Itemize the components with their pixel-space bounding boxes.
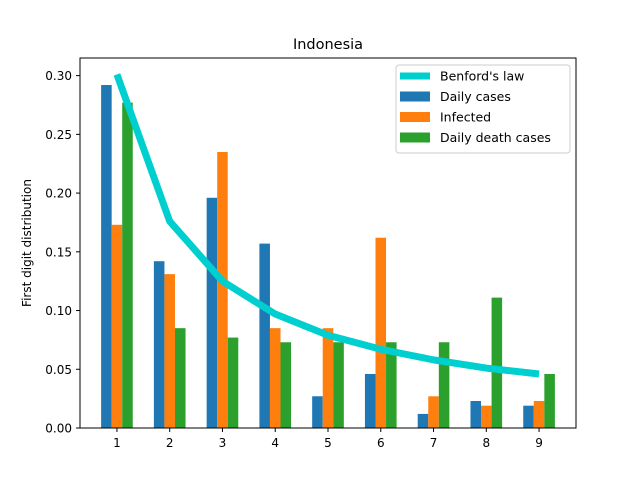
legend-label-infected: Infected — [440, 110, 491, 125]
y-tick-label-6: 0.30 — [45, 69, 72, 83]
bar-daily-cases-5 — [312, 396, 323, 428]
bar-daily-cases-3 — [206, 197, 218, 428]
legend-label-daily-death-cases: Daily death cases — [440, 130, 551, 145]
bar-daily-death-cases-9 — [544, 373, 555, 428]
bar-infected-8 — [481, 405, 492, 428]
x-tick-label-4: 4 — [271, 436, 279, 450]
chart-title: Indonesia — [293, 37, 363, 53]
bar-daily-cases-8 — [470, 400, 482, 428]
x-tick-label-7: 7 — [430, 436, 438, 450]
y-tick-label-0: 0.00 — [45, 422, 72, 436]
y-tick-label-1: 0.05 — [45, 363, 72, 377]
bar-daily-death-cases-6 — [386, 342, 397, 428]
y-tick-label-4: 0.20 — [45, 187, 72, 201]
legend-frame — [395, 64, 571, 154]
bar-infected-7 — [428, 396, 439, 428]
bar-daily-death-cases-8 — [491, 297, 503, 428]
x-tick-label-6: 6 — [377, 436, 385, 450]
bar-infected-2 — [164, 274, 175, 428]
y-tick-label-2: 0.10 — [45, 304, 72, 318]
bar-daily-cases-6 — [364, 373, 376, 428]
bar-infected-6 — [375, 237, 387, 428]
bar-daily-death-cases-5 — [333, 342, 344, 428]
legend-swatch-daily-cases — [400, 91, 430, 102]
y-tick-label-5: 0.25 — [45, 128, 72, 142]
bar-infected-9 — [533, 400, 545, 428]
bar-daily-death-cases-3 — [227, 337, 239, 428]
x-tick-label-8: 8 — [482, 436, 490, 450]
bar-daily-death-cases-7 — [438, 342, 450, 428]
bar-daily-death-cases-2 — [174, 328, 186, 428]
x-tick-label-5: 5 — [324, 436, 332, 450]
axes-layer: 1 2 3 4 5 6 7 8 9 0.00 0.05 0.10 0.15 0.20 0.25 0.30 — [45, 69, 543, 450]
legend-label-benford-s-law: Benford's law — [440, 69, 524, 84]
bar-infected-3 — [217, 151, 228, 428]
bar-daily-cases-9 — [523, 405, 534, 428]
y-axis-label: First digit distribution — [20, 179, 34, 307]
bar-daily-death-cases-4 — [280, 342, 292, 428]
x-tick-label-2: 2 — [166, 436, 174, 450]
benford-line-layer — [113, 73, 540, 378]
y-tick-label-3: 0.15 — [45, 245, 72, 259]
benford-line — [113, 73, 540, 378]
bar-daily-cases-4 — [259, 243, 270, 428]
bar-daily-cases-1 — [101, 85, 112, 429]
x-tick-label-9: 9 — [535, 436, 543, 450]
bar-infected-5 — [322, 328, 334, 428]
bar-infected-4 — [269, 328, 281, 428]
bar-daily-death-cases-1 — [122, 102, 133, 428]
legend: Benford's law Daily cases Infected Daily de… — [395, 64, 571, 154]
x-tick-label-3: 3 — [219, 436, 227, 450]
legend-swatch-infected — [400, 112, 430, 122]
bar-infected-1 — [111, 224, 123, 428]
x-tick-label-1: 1 — [113, 436, 121, 450]
bars-layer — [101, 85, 555, 429]
bar-daily-cases-2 — [153, 261, 165, 428]
bar-daily-cases-7 — [417, 413, 429, 428]
legend-swatch-daily-death-cases — [400, 132, 430, 143]
legend-label-daily-cases: Daily cases — [440, 89, 511, 104]
